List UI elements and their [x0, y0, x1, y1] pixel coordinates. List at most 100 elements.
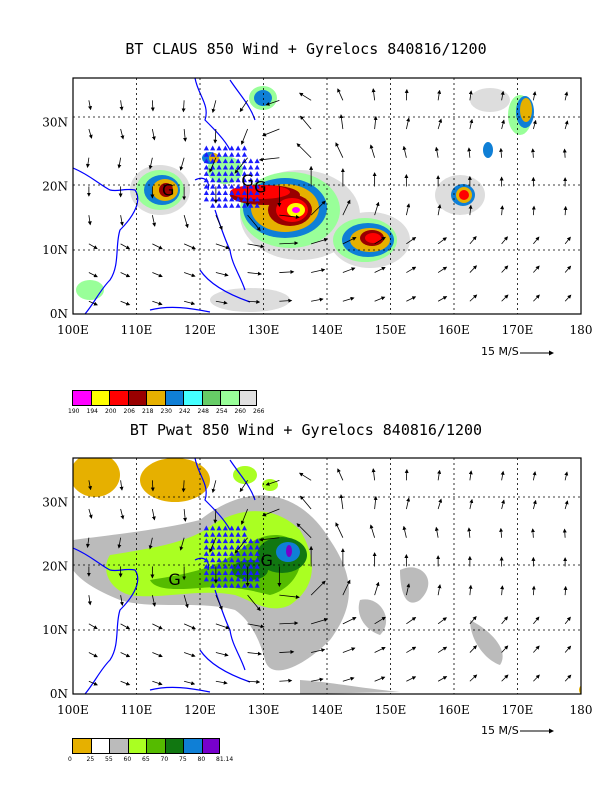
wind-vector	[310, 580, 326, 596]
triangle-marker	[241, 563, 248, 569]
wind-vectors	[85, 88, 572, 306]
wind-vector	[337, 88, 344, 101]
wind-vector	[369, 144, 376, 158]
wind-vector	[406, 617, 417, 625]
gyre-markers: GG G	[162, 171, 266, 200]
gyre-marker: G	[168, 570, 180, 589]
lat-tick-label: 30N	[42, 496, 68, 510]
triangle-marker	[235, 190, 241, 196]
gyre-marker: G	[260, 551, 272, 570]
triangle-marker	[222, 582, 228, 588]
triangle-marker	[254, 158, 260, 164]
triangle-marker	[210, 145, 216, 151]
wind-vector	[342, 199, 351, 216]
wind-vector	[499, 147, 504, 158]
colorbar-swatch	[164, 738, 183, 754]
wind-vector	[342, 296, 355, 302]
triangle-marker	[210, 190, 216, 196]
triangle-marker	[222, 190, 228, 196]
wind-vector	[183, 243, 196, 250]
wind-vector	[234, 537, 248, 554]
triangle-marker	[235, 145, 241, 151]
colorbar-swatch	[183, 738, 202, 754]
triangle-marker	[254, 171, 260, 176]
wind-vector	[501, 674, 509, 682]
wind-vector	[437, 646, 448, 653]
panel2-scale-label: 15 M/S	[481, 724, 519, 737]
triangle-marker	[241, 183, 248, 189]
wind-vector	[501, 265, 509, 273]
wind-vector	[564, 500, 569, 510]
triangle-marker	[248, 183, 254, 189]
wind-vector	[342, 647, 356, 653]
triangle-marker	[248, 190, 254, 196]
triangle-marker	[229, 183, 235, 189]
wind-vector	[371, 468, 376, 481]
gyre-marker: G	[254, 177, 266, 196]
triangle-marker	[241, 145, 248, 151]
wind-vector	[215, 680, 228, 685]
colorbar-swatch	[238, 390, 257, 406]
triangle-marker	[241, 576, 248, 582]
triangle-marker	[254, 164, 260, 170]
triangle-marker	[235, 563, 241, 569]
lon-tick-label: 100E	[57, 703, 89, 717]
wind-vector	[279, 214, 300, 219]
wind-vector	[299, 472, 312, 481]
wind-vector	[299, 495, 312, 510]
triangle-marker	[235, 576, 241, 582]
triangle-marker	[203, 576, 209, 582]
triangle-marker	[254, 563, 260, 569]
triangle-marker	[248, 177, 254, 183]
triangle-marker	[235, 183, 241, 189]
triangle-marker	[203, 177, 209, 183]
wind-vector	[469, 236, 477, 245]
wind-vector	[469, 674, 478, 682]
wind-vector	[437, 89, 442, 101]
wind-vector	[279, 298, 293, 303]
wind-vector	[151, 128, 156, 141]
wind-vector	[533, 674, 540, 682]
wind-vector	[152, 680, 163, 686]
triangle-marker	[203, 551, 209, 556]
triangle-marker	[210, 570, 216, 576]
wind-vector	[335, 142, 344, 158]
wind-vector	[258, 537, 280, 542]
wind-vector	[337, 468, 344, 481]
wind-vector	[262, 128, 280, 137]
wind-vector	[120, 680, 131, 686]
triangle-marker	[248, 544, 254, 550]
triangle-marker	[254, 551, 260, 556]
wind-vector	[532, 499, 537, 510]
wind-vector	[434, 526, 439, 538]
wind-vector	[247, 299, 261, 304]
colorbar-label: 248	[197, 408, 209, 415]
triangle-marker	[241, 570, 248, 576]
wind-vector	[533, 645, 540, 653]
wind-vector	[406, 676, 417, 682]
wind-vector	[437, 584, 442, 596]
wind-vector	[499, 527, 504, 538]
triangle-marker	[216, 538, 222, 544]
triangle-marker	[254, 544, 260, 550]
wind-vector	[437, 676, 448, 682]
triangle-marker	[203, 544, 209, 550]
wind-vector	[247, 679, 261, 684]
wind-vector	[564, 294, 572, 302]
wind-vector	[87, 215, 92, 226]
wind-vector	[120, 128, 125, 140]
wind-vector	[88, 243, 98, 250]
wind-vector	[434, 146, 439, 158]
triangle-marker	[222, 570, 228, 576]
colorbar-label: 80	[197, 756, 206, 763]
triangle-marker	[216, 525, 222, 531]
triangle-marker	[203, 164, 209, 170]
triangle-marker	[254, 538, 260, 544]
wind-vector	[405, 117, 411, 130]
triangle-marker	[216, 151, 222, 157]
colorbar-swatch	[127, 390, 146, 406]
triangle-marker	[254, 202, 260, 208]
triangle-marker	[222, 151, 228, 157]
wind-vector	[215, 594, 223, 611]
wind-vector	[88, 480, 92, 491]
